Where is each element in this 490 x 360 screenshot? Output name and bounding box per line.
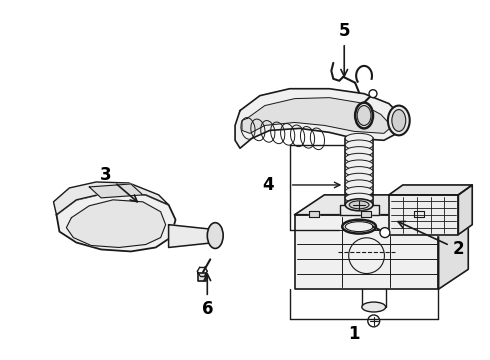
Polygon shape	[89, 184, 143, 198]
Ellipse shape	[345, 200, 373, 210]
Polygon shape	[169, 225, 215, 247]
Polygon shape	[66, 200, 166, 247]
Text: 5: 5	[339, 22, 350, 76]
Text: 1: 1	[348, 325, 360, 343]
Polygon shape	[458, 185, 472, 235]
Ellipse shape	[362, 302, 386, 312]
Ellipse shape	[392, 109, 406, 131]
Ellipse shape	[345, 153, 373, 163]
Ellipse shape	[345, 140, 373, 150]
Polygon shape	[310, 211, 319, 217]
Ellipse shape	[345, 193, 373, 203]
Polygon shape	[414, 211, 424, 217]
Circle shape	[380, 228, 390, 238]
Circle shape	[368, 315, 380, 327]
Ellipse shape	[345, 199, 373, 211]
Polygon shape	[242, 98, 392, 133]
Polygon shape	[389, 185, 472, 195]
Polygon shape	[340, 205, 379, 215]
Circle shape	[369, 90, 377, 98]
Polygon shape	[198, 273, 206, 281]
Ellipse shape	[355, 103, 373, 129]
Ellipse shape	[345, 180, 373, 190]
Ellipse shape	[349, 201, 369, 209]
Ellipse shape	[345, 160, 373, 170]
Ellipse shape	[388, 105, 410, 135]
Ellipse shape	[345, 167, 373, 176]
Polygon shape	[294, 215, 439, 289]
Polygon shape	[235, 89, 404, 148]
Polygon shape	[56, 193, 175, 251]
Polygon shape	[389, 195, 458, 235]
Text: 3: 3	[100, 166, 137, 202]
Polygon shape	[294, 195, 468, 215]
Ellipse shape	[345, 173, 373, 183]
Ellipse shape	[207, 223, 223, 248]
Text: 2: 2	[398, 221, 464, 258]
Ellipse shape	[345, 186, 373, 197]
Ellipse shape	[345, 147, 373, 157]
Text: 6: 6	[201, 274, 213, 318]
Polygon shape	[439, 195, 468, 289]
Ellipse shape	[342, 220, 376, 234]
Ellipse shape	[345, 133, 373, 143]
Ellipse shape	[357, 105, 371, 125]
Ellipse shape	[345, 222, 373, 231]
Text: 4: 4	[262, 176, 273, 194]
Polygon shape	[53, 182, 169, 215]
Polygon shape	[361, 211, 371, 217]
